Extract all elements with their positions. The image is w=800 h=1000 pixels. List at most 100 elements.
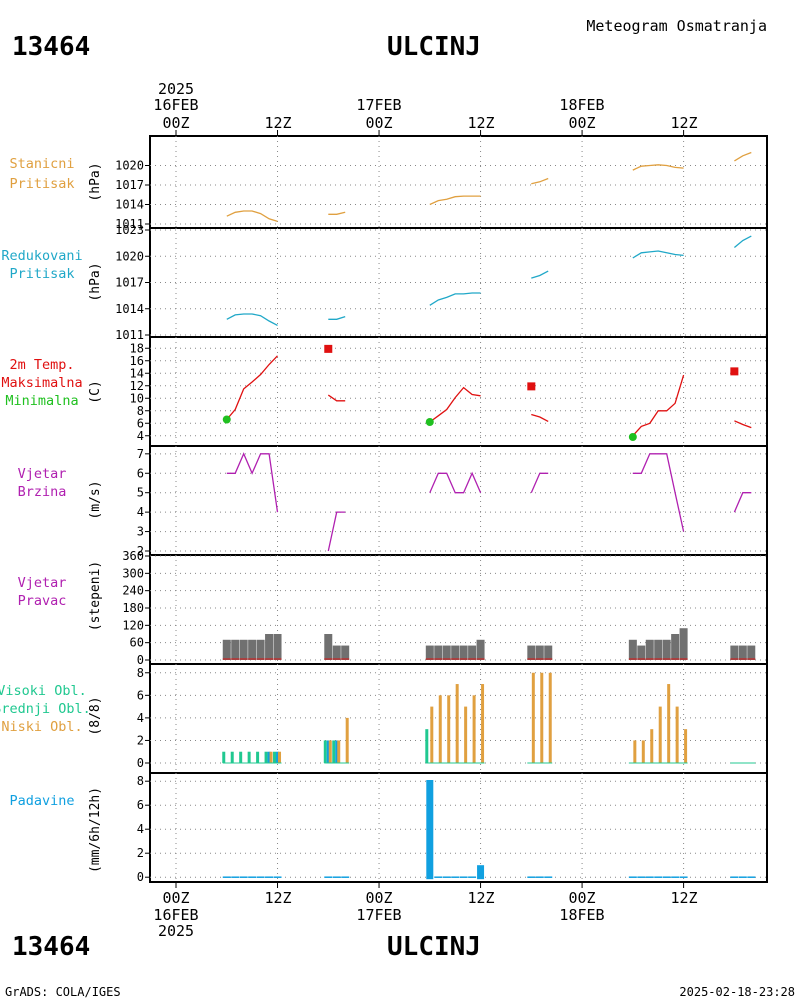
direction-bar	[434, 645, 443, 660]
min-temp-marker	[628, 433, 637, 441]
y-tick-label: 1011	[115, 217, 144, 231]
panel-label: Minimalna	[5, 393, 78, 409]
cloud-bar	[267, 751, 271, 763]
direction-bar	[451, 645, 460, 660]
series-line	[632, 453, 685, 532]
y-tick-label: 180	[122, 601, 144, 615]
panel-padavine: 0 2 4 6 8 (mm/6h/12h) Padavine	[9, 772, 768, 884]
y-axis-label: (hPa)	[88, 262, 103, 301]
y-tick-label: 8	[137, 774, 144, 788]
panel-label: Visoki Obl.	[0, 683, 87, 699]
panel-frame	[149, 227, 768, 338]
cloud-bar	[667, 684, 671, 763]
y-tick-label: 1011	[115, 328, 144, 342]
panel-label: Redukovani	[1, 248, 82, 264]
panel-stanicni: 1011 1014 1017 1020 (hPa) Stanicni Pritisak	[9, 135, 768, 231]
cloud-bar	[438, 695, 442, 763]
min-temp-marker	[425, 418, 434, 426]
y-tick-label: 1014	[115, 198, 144, 212]
panel-vjetar_pravac: 0 60 120 180 240 300 360 (stepeni) Vjetar Pravac	[18, 549, 768, 667]
y-tick-label: 8	[137, 404, 144, 418]
y-tick-label: 4	[137, 711, 144, 725]
panel-label: Maksimalna	[1, 375, 82, 391]
panel-redukovani: 1011 1014 1017 1020 1023 (hPa) Redukovani Priti…	[1, 223, 768, 342]
y-axis-label: (stepeni)	[88, 561, 103, 631]
series-line	[734, 420, 752, 429]
station-id-bottom: 13464	[12, 932, 90, 962]
y-tick-label: 120	[122, 618, 144, 632]
panel-label: Vjetar	[18, 575, 67, 591]
y-tick-label: 4	[137, 505, 144, 519]
direction-bar	[273, 634, 282, 660]
direction-bar	[231, 639, 240, 660]
y-axis-label: (m/s)	[88, 480, 103, 519]
cloud-bar	[278, 751, 282, 763]
panel-frame	[149, 445, 768, 556]
series-line	[327, 394, 346, 402]
date-label-top-3: 18FEB	[559, 96, 604, 114]
panel-frame	[149, 772, 768, 883]
direction-bar	[468, 645, 477, 660]
cloud-bar	[650, 729, 654, 763]
direction-bar	[645, 639, 654, 660]
series-line	[531, 413, 549, 422]
cloud-bar	[658, 706, 662, 763]
direction-bar	[738, 645, 747, 660]
y-tick-label: 6	[137, 798, 144, 812]
series-line	[328, 211, 346, 215]
plot-area	[226, 452, 752, 552]
series-line	[327, 511, 346, 552]
y-tick-label: 1017	[115, 178, 144, 192]
cloud-bar	[481, 684, 485, 763]
series-line	[531, 270, 549, 279]
station-id-top: 13464	[12, 32, 90, 62]
y-tick-label: 1020	[115, 249, 144, 263]
y-tick-label: 300	[122, 566, 144, 580]
series-line	[733, 492, 752, 513]
max-temp-marker	[527, 382, 536, 391]
cloud-bar	[455, 684, 459, 763]
panel-label: Srednji Obl.	[0, 701, 91, 717]
cloud-bar	[273, 751, 277, 763]
date-label-top-2: 17FEB	[356, 96, 401, 114]
direction-bar	[662, 639, 671, 660]
series-line	[531, 177, 549, 185]
y-tick-label: 1014	[115, 302, 144, 316]
hour-label-bottom-4: 12Z	[467, 889, 494, 907]
panel-label: Pritisak	[9, 176, 74, 192]
year-label-bottom: 2025	[158, 922, 194, 940]
hour-label-bottom-5: 00Z	[568, 889, 595, 907]
y-tick-label: 240	[122, 584, 144, 598]
station-name-bottom: ULCINJ	[387, 932, 481, 962]
cloud-bar	[345, 717, 349, 763]
max-temp-marker	[730, 367, 739, 376]
panel-label: Pravac	[18, 593, 67, 609]
y-tick-label: 2	[137, 544, 144, 558]
cloud-bar	[472, 695, 476, 763]
plot-area	[222, 344, 752, 441]
series-line	[328, 315, 346, 320]
date-label-bottom-1: 16FEB	[153, 906, 198, 924]
hour-label-bottom-3: 00Z	[365, 889, 392, 907]
cloud-bar	[430, 706, 434, 763]
cloud-bar	[464, 706, 468, 763]
cloud-bar	[447, 695, 451, 763]
plot-area	[226, 235, 752, 326]
y-tick-label: 0	[137, 653, 144, 667]
cloud-bar	[256, 751, 260, 763]
y-tick-label: 1023	[115, 223, 144, 237]
panel-label: Stanicni	[9, 156, 74, 172]
series-line	[429, 471, 482, 494]
date-label-bottom-3: 18FEB	[559, 906, 604, 924]
hour-label-top-6: 12Z	[670, 114, 697, 132]
panel-label: Brzina	[18, 484, 67, 500]
min-temp-marker	[222, 415, 231, 424]
y-tick-label: 360	[122, 549, 144, 563]
hour-label-top-4: 12Z	[467, 114, 494, 132]
direction-bar	[332, 645, 341, 660]
y-tick-label: 16	[130, 354, 144, 368]
cloud-bar	[675, 706, 679, 763]
series-line	[226, 452, 279, 513]
direction-bar	[654, 639, 663, 660]
